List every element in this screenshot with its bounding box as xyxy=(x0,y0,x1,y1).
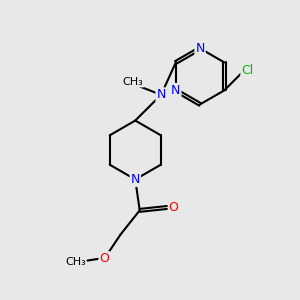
Text: O: O xyxy=(169,201,178,214)
Text: O: O xyxy=(99,252,109,265)
Text: Cl: Cl xyxy=(241,64,254,77)
Text: N: N xyxy=(171,84,181,97)
Text: CH₃: CH₃ xyxy=(65,256,86,267)
Text: N: N xyxy=(156,88,166,101)
Text: N: N xyxy=(130,173,140,186)
Text: CH₃: CH₃ xyxy=(123,76,143,86)
Text: N: N xyxy=(195,42,205,55)
